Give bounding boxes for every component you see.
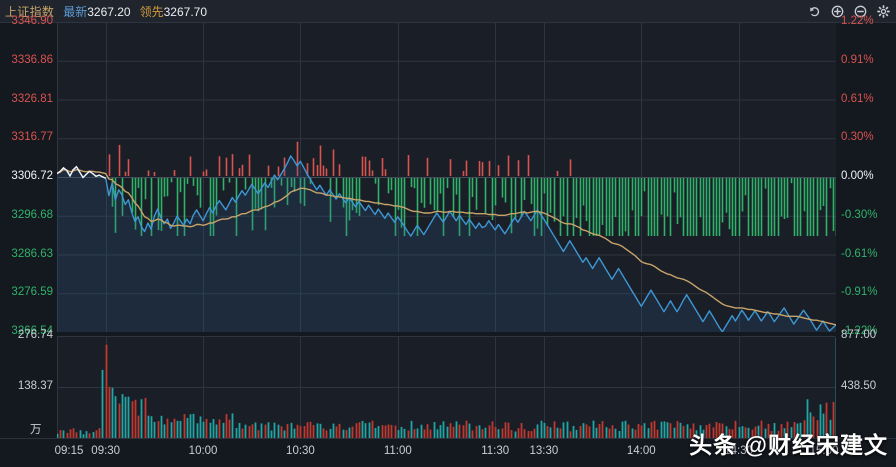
time-axis: 09:15 09:30 10:00 10:30 11:00 11:30 13:30 14:00…	[0, 438, 896, 467]
time-tick-label: 11:30	[481, 445, 510, 457]
price-tick-left: 3326.81	[11, 92, 53, 105]
leading-price-group: 领先 3267.70	[140, 3, 207, 20]
price-tick-right: -0.61%	[841, 247, 878, 260]
price-chart-svg	[57, 22, 836, 332]
price-tick-left: 3296.68	[11, 208, 53, 221]
pressure-bars	[108, 141, 836, 236]
price-tick-right: -1.22%	[841, 325, 878, 337]
average-price-line	[57, 169, 836, 326]
time-tick-label: 13:30	[529, 445, 559, 457]
time-tick-label: 14:30	[724, 445, 754, 457]
price-tick-right: 0.91%	[841, 53, 874, 66]
volume-chart-svg	[57, 336, 836, 438]
price-tick-left: 3306.72	[11, 170, 53, 182]
price-tick-left: 3336.86	[11, 53, 53, 66]
price-chart-pane[interactable]	[57, 22, 836, 332]
volume-tick-left: 138.37	[17, 380, 53, 392]
volume-chart-pane[interactable]	[57, 336, 836, 438]
price-tick-right: -0.91%	[841, 286, 878, 299]
price-tick-left: 3276.59	[11, 286, 53, 299]
price-tick-right: 0.30%	[841, 131, 874, 144]
index-area-fill	[57, 155, 836, 332]
time-tick-label: 10:00	[188, 445, 218, 457]
latest-price-label: 最新	[63, 4, 88, 19]
price-tick-right: 0.61%	[841, 92, 874, 105]
volume-tick-right: 438.50	[841, 380, 877, 392]
chart-header-bar: 上证指数 最新 3267.20 领先 3267.70	[0, 0, 896, 23]
latest-price-group: 最新 3267.20	[63, 3, 130, 20]
price-tick-right: -0.30%	[841, 208, 878, 221]
price-tick-left: 3286.63	[11, 247, 53, 260]
settings-gear-icon[interactable]	[877, 4, 890, 18]
time-tick-label: 14:00	[626, 445, 656, 457]
time-tick-label: 15:00	[809, 445, 839, 457]
price-tick-left: 3316.77	[11, 131, 53, 144]
undo-icon[interactable]	[808, 5, 821, 18]
preopen-line	[57, 165, 106, 179]
price-tick-left: 3346.90	[11, 15, 53, 27]
time-tick-label: 09:30	[91, 445, 121, 457]
index-name-label: 上证指数	[5, 4, 55, 19]
volume-unit-label: 万	[30, 424, 42, 436]
index-line	[57, 155, 836, 332]
time-tick-label: 11:00	[383, 445, 412, 457]
header-icon-group	[808, 0, 890, 22]
price-tick-right: 0.00%	[841, 170, 874, 182]
leading-price-value: 3267.70	[163, 4, 208, 19]
price-tick-right: 1.22%	[841, 15, 874, 27]
volume-tick-left: 276.74	[17, 329, 53, 341]
leading-price-label: 领先	[139, 4, 164, 19]
time-tick-label: 10:30	[286, 445, 315, 457]
watermark-label: 头条 @财经宋建文	[689, 432, 888, 458]
latest-price-value: 3267.20	[87, 4, 131, 19]
zoom-out-icon[interactable]	[854, 5, 867, 18]
price-tick-left: 3266.54	[11, 325, 53, 337]
time-tick-label: 09:15	[54, 445, 84, 457]
volume-tick-right: 877.00	[841, 329, 877, 341]
zoom-in-icon[interactable]	[831, 5, 844, 18]
volume-bars	[57, 337, 836, 438]
